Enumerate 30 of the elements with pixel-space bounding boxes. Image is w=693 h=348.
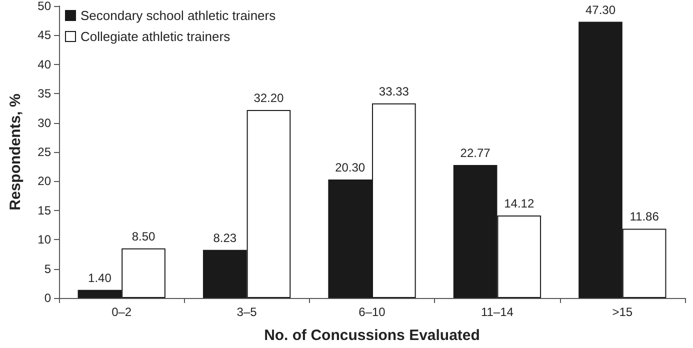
y-tick-label: 5 bbox=[44, 262, 52, 276]
x-tick-label: 6–10 bbox=[358, 305, 386, 319]
y-tick-label: 0 bbox=[44, 291, 52, 305]
data-label: 14.12 bbox=[504, 196, 534, 211]
data-label: 32.20 bbox=[254, 90, 284, 105]
data-label: 20.30 bbox=[335, 160, 366, 174]
x-tick-label: >15 bbox=[612, 305, 633, 319]
data-label: 22.77 bbox=[460, 146, 491, 160]
y-tick-label: 20 bbox=[38, 174, 52, 188]
y-tick-label: 40 bbox=[38, 57, 52, 72]
y-tick-label: 25 bbox=[38, 145, 52, 159]
y-tick-label: 45 bbox=[38, 28, 52, 42]
y-tick-label: 15 bbox=[38, 203, 52, 218]
data-label: 8.23 bbox=[213, 230, 237, 245]
x-axis-title: No. of Concussions Evaluated bbox=[264, 327, 480, 344]
data-label: 47.30 bbox=[585, 2, 616, 17]
x-tick-label: 0–2 bbox=[112, 305, 132, 319]
x-tick-label: 3–5 bbox=[236, 305, 258, 319]
y-axis-title: Respondents, % bbox=[7, 94, 24, 210]
legend-label: Collegiate athletic trainers bbox=[80, 29, 231, 44]
data-label: 11.86 bbox=[630, 210, 660, 224]
data-label: 8.50 bbox=[132, 229, 156, 244]
y-tick-label: 50 bbox=[38, 0, 52, 13]
x-tick-label: 11–14 bbox=[480, 305, 514, 319]
y-tick-label: 10 bbox=[38, 232, 52, 247]
legend-label: Secondary school athletic trainers bbox=[80, 8, 276, 23]
data-label: 33.33 bbox=[378, 84, 410, 98]
data-label: 1.40 bbox=[88, 270, 112, 285]
y-tick-label: 30 bbox=[38, 116, 52, 130]
y-tick-label: 35 bbox=[38, 86, 52, 101]
